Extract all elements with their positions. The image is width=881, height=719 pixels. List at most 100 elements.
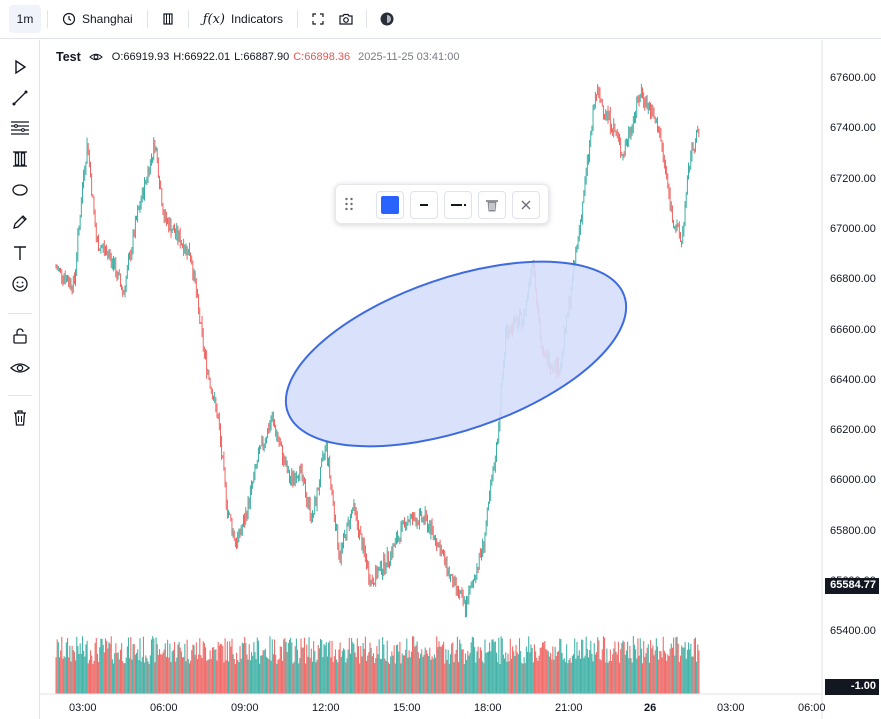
price-axis-label: 66400.00 <box>830 373 876 386</box>
emoji-tool[interactable] <box>6 270 34 298</box>
volume-bar <box>101 638 103 694</box>
close-toolbar-button[interactable] <box>512 191 540 219</box>
brush-tool[interactable] <box>6 208 34 236</box>
volume-bar <box>264 648 266 694</box>
volume-bar <box>246 654 248 694</box>
toolbar-divider <box>146 10 148 28</box>
time-axis-label: 03:00 <box>717 702 745 714</box>
volume-bar <box>359 663 361 694</box>
volume-bar <box>416 641 418 694</box>
volume-bar <box>117 652 119 694</box>
volume-bar <box>439 646 441 694</box>
fib-tool[interactable] <box>6 114 34 142</box>
symbol-name[interactable]: Test <box>56 50 81 64</box>
line-style-button[interactable] <box>444 191 472 219</box>
volume-bar <box>61 636 63 694</box>
volume-bar <box>205 647 207 694</box>
volume-bar <box>467 651 469 694</box>
volume-bar <box>665 653 667 694</box>
volume-bar <box>244 636 246 694</box>
text-tool[interactable] <box>6 239 34 267</box>
volume-bar <box>78 653 80 694</box>
volume-bar <box>339 642 341 694</box>
volume-bar <box>658 659 660 694</box>
interval-button[interactable]: 1m <box>9 5 41 33</box>
trendline-tool[interactable] <box>6 84 34 112</box>
ellipse-tool[interactable] <box>6 176 34 204</box>
volume-bar <box>571 655 573 694</box>
volume-bar <box>693 638 695 694</box>
indicators-button[interactable]: ƒ(x) Indicators <box>195 5 291 33</box>
drawing-toolbar <box>0 40 40 719</box>
volume-bar <box>176 657 178 694</box>
volume-bar <box>237 659 239 694</box>
snapshot-button[interactable] <box>332 5 360 33</box>
volume-bar <box>667 654 669 694</box>
cursor-tool[interactable] <box>6 53 34 81</box>
volume-bar <box>132 644 134 694</box>
ellipse-drawing[interactable] <box>263 224 649 484</box>
volume-bar <box>486 652 488 694</box>
volume-bar <box>575 658 577 694</box>
volume-bar <box>297 649 299 694</box>
line-width-button[interactable] <box>410 191 438 219</box>
volume-bar <box>127 637 130 694</box>
volume-bar <box>560 639 562 694</box>
volume-bar <box>610 660 613 694</box>
pattern-tool[interactable] <box>6 145 34 173</box>
volume-bar <box>305 663 307 694</box>
legend-high: H:66922.01 <box>173 51 231 63</box>
volume-bar <box>651 648 653 694</box>
volume-bar <box>421 649 423 694</box>
volume-bar <box>432 658 434 694</box>
time-axis-label: 21:00 <box>555 702 583 714</box>
delete-drawing-button[interactable] <box>478 191 506 219</box>
theme-button[interactable] <box>373 5 401 33</box>
visibility-tool[interactable] <box>6 354 34 382</box>
color-button[interactable] <box>376 191 404 219</box>
indicators-label: Indicators <box>231 12 284 26</box>
volume-bar <box>310 648 312 694</box>
volume-bar <box>464 653 466 694</box>
volume-bar <box>561 652 563 694</box>
volume-bar <box>251 652 253 694</box>
lock-tool[interactable] <box>6 322 34 350</box>
volume-bar <box>256 637 258 694</box>
volume-bar <box>676 636 678 694</box>
volume-bar <box>696 661 698 694</box>
remove-drawings-tool[interactable] <box>6 404 34 432</box>
volume-bar <box>217 641 219 694</box>
timezone-button[interactable]: Shanghai <box>54 5 141 33</box>
volume-bar <box>322 657 324 694</box>
volume-bar <box>125 657 127 694</box>
volume-bar <box>537 660 539 694</box>
compare-button[interactable] <box>154 5 182 33</box>
volume-bar <box>229 641 231 694</box>
volume-bar <box>490 651 492 694</box>
volume-bar <box>535 651 537 694</box>
volume-bar <box>165 656 167 694</box>
volume-bar <box>241 642 243 694</box>
volume-bar <box>384 658 386 694</box>
price-axis-label: 67600.00 <box>830 72 876 84</box>
volume-bar <box>88 659 90 694</box>
volume-bar <box>629 645 631 694</box>
drag-handle-icon[interactable] <box>344 197 354 216</box>
volume-bar <box>219 643 222 694</box>
volume-bar <box>209 650 211 694</box>
volume-bar <box>138 660 140 694</box>
volume-bar <box>477 646 479 694</box>
volume-bar <box>590 640 592 694</box>
volume-bar <box>124 663 126 694</box>
volume-bar <box>422 656 424 694</box>
volume-bar <box>679 655 682 694</box>
volume-bar <box>293 661 295 694</box>
volume-bar <box>285 641 287 694</box>
eye-icon[interactable] <box>88 51 103 63</box>
fullscreen-button[interactable] <box>304 5 332 33</box>
volume-bar <box>313 641 315 694</box>
volume-bar <box>633 644 636 694</box>
volume-bar <box>494 641 496 694</box>
volume-bar <box>483 663 485 694</box>
